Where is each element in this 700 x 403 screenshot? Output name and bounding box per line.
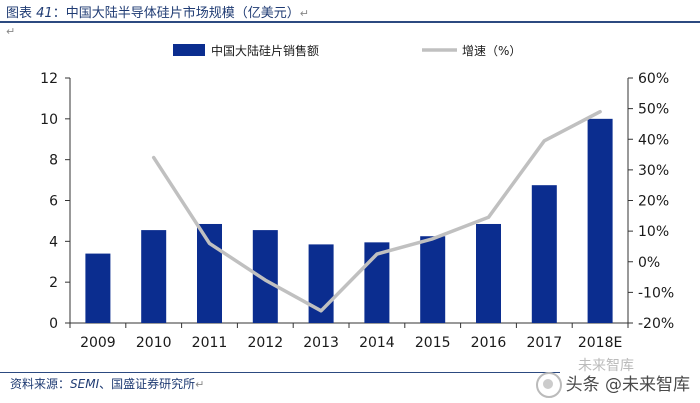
x-tick-label: 2015: [415, 335, 451, 351]
bar: [197, 223, 222, 323]
watermark: 头条 @未来智库: [535, 370, 690, 398]
bar: [420, 236, 446, 323]
y-right-tick-label: 60%: [638, 71, 669, 87]
x-tick-label: 2009: [80, 335, 116, 351]
watermark-top: 未来智库: [578, 358, 634, 374]
bar: [476, 223, 501, 323]
bar: [85, 253, 111, 323]
bar: [587, 118, 613, 323]
return-mark-icon: ↵: [6, 25, 16, 38]
x-tick-label: 2016: [471, 335, 507, 351]
caption-text: ：中国大陆半导体硅片市场规模（亿美元）: [52, 6, 300, 21]
watermark-logo-icon: [535, 372, 562, 398]
x-tick-label: 2018E: [578, 335, 622, 351]
x-tick-label: 2014: [359, 335, 395, 351]
y-left-tick-label: 6: [49, 194, 58, 210]
y-right-tick-label: -10%: [638, 285, 674, 301]
x-tick-label: 2011: [192, 335, 228, 351]
y-left-tick-label: 12: [40, 71, 58, 87]
legend-bar-swatch: [173, 44, 205, 56]
y-left-tick-label: 2: [49, 275, 58, 291]
figure-caption: 图表 41：中国大陆半导体硅片市场规模（亿美元）↵: [6, 2, 309, 21]
y-left-tick-label: 4: [49, 234, 58, 250]
x-tick-label: 2012: [247, 335, 283, 351]
source-note: 资料来源：SEMI、国盛证券研究所↵: [10, 375, 204, 392]
x-tick-label: 2013: [303, 335, 339, 351]
caption-divider: [0, 21, 700, 23]
y-right-tick-label: 20%: [638, 194, 669, 210]
x-tick-label: 2017: [526, 335, 562, 351]
bar: [141, 230, 167, 323]
legend-line-label: 增速（%）: [462, 44, 521, 58]
bar: [252, 230, 278, 323]
y-right-tick-label: 40%: [638, 132, 669, 148]
watermark-text: 头条 @未来智库: [565, 375, 690, 395]
source-divider: [0, 372, 560, 373]
y-right-tick-label: -20%: [638, 316, 674, 332]
y-right-tick-label: 50%: [638, 102, 669, 118]
legend-bar-label: 中国大陆硅片销售额: [211, 43, 319, 58]
source-org: SEMI: [70, 377, 100, 391]
y-left-tick-label: 10: [40, 112, 58, 128]
y-right-tick-label: 30%: [638, 163, 669, 179]
bar: [531, 185, 557, 323]
source-rest: 、国盛证券研究所: [99, 377, 196, 391]
return-mark-icon: ↵: [299, 7, 309, 20]
y-right-tick-label: 0%: [638, 255, 660, 271]
x-tick-label: 2010: [136, 335, 172, 351]
y-left-tick-label: 0: [49, 316, 58, 332]
y-right-tick-label: 10%: [638, 224, 669, 240]
caption-prefix: 图表: [6, 6, 33, 21]
source-prefix: 资料来源：: [10, 377, 71, 391]
return-mark-icon: ↵: [195, 378, 205, 391]
y-left-tick-label: 8: [49, 153, 58, 169]
growth-line: [151, 109, 602, 313]
caption-number: 41: [36, 6, 53, 21]
